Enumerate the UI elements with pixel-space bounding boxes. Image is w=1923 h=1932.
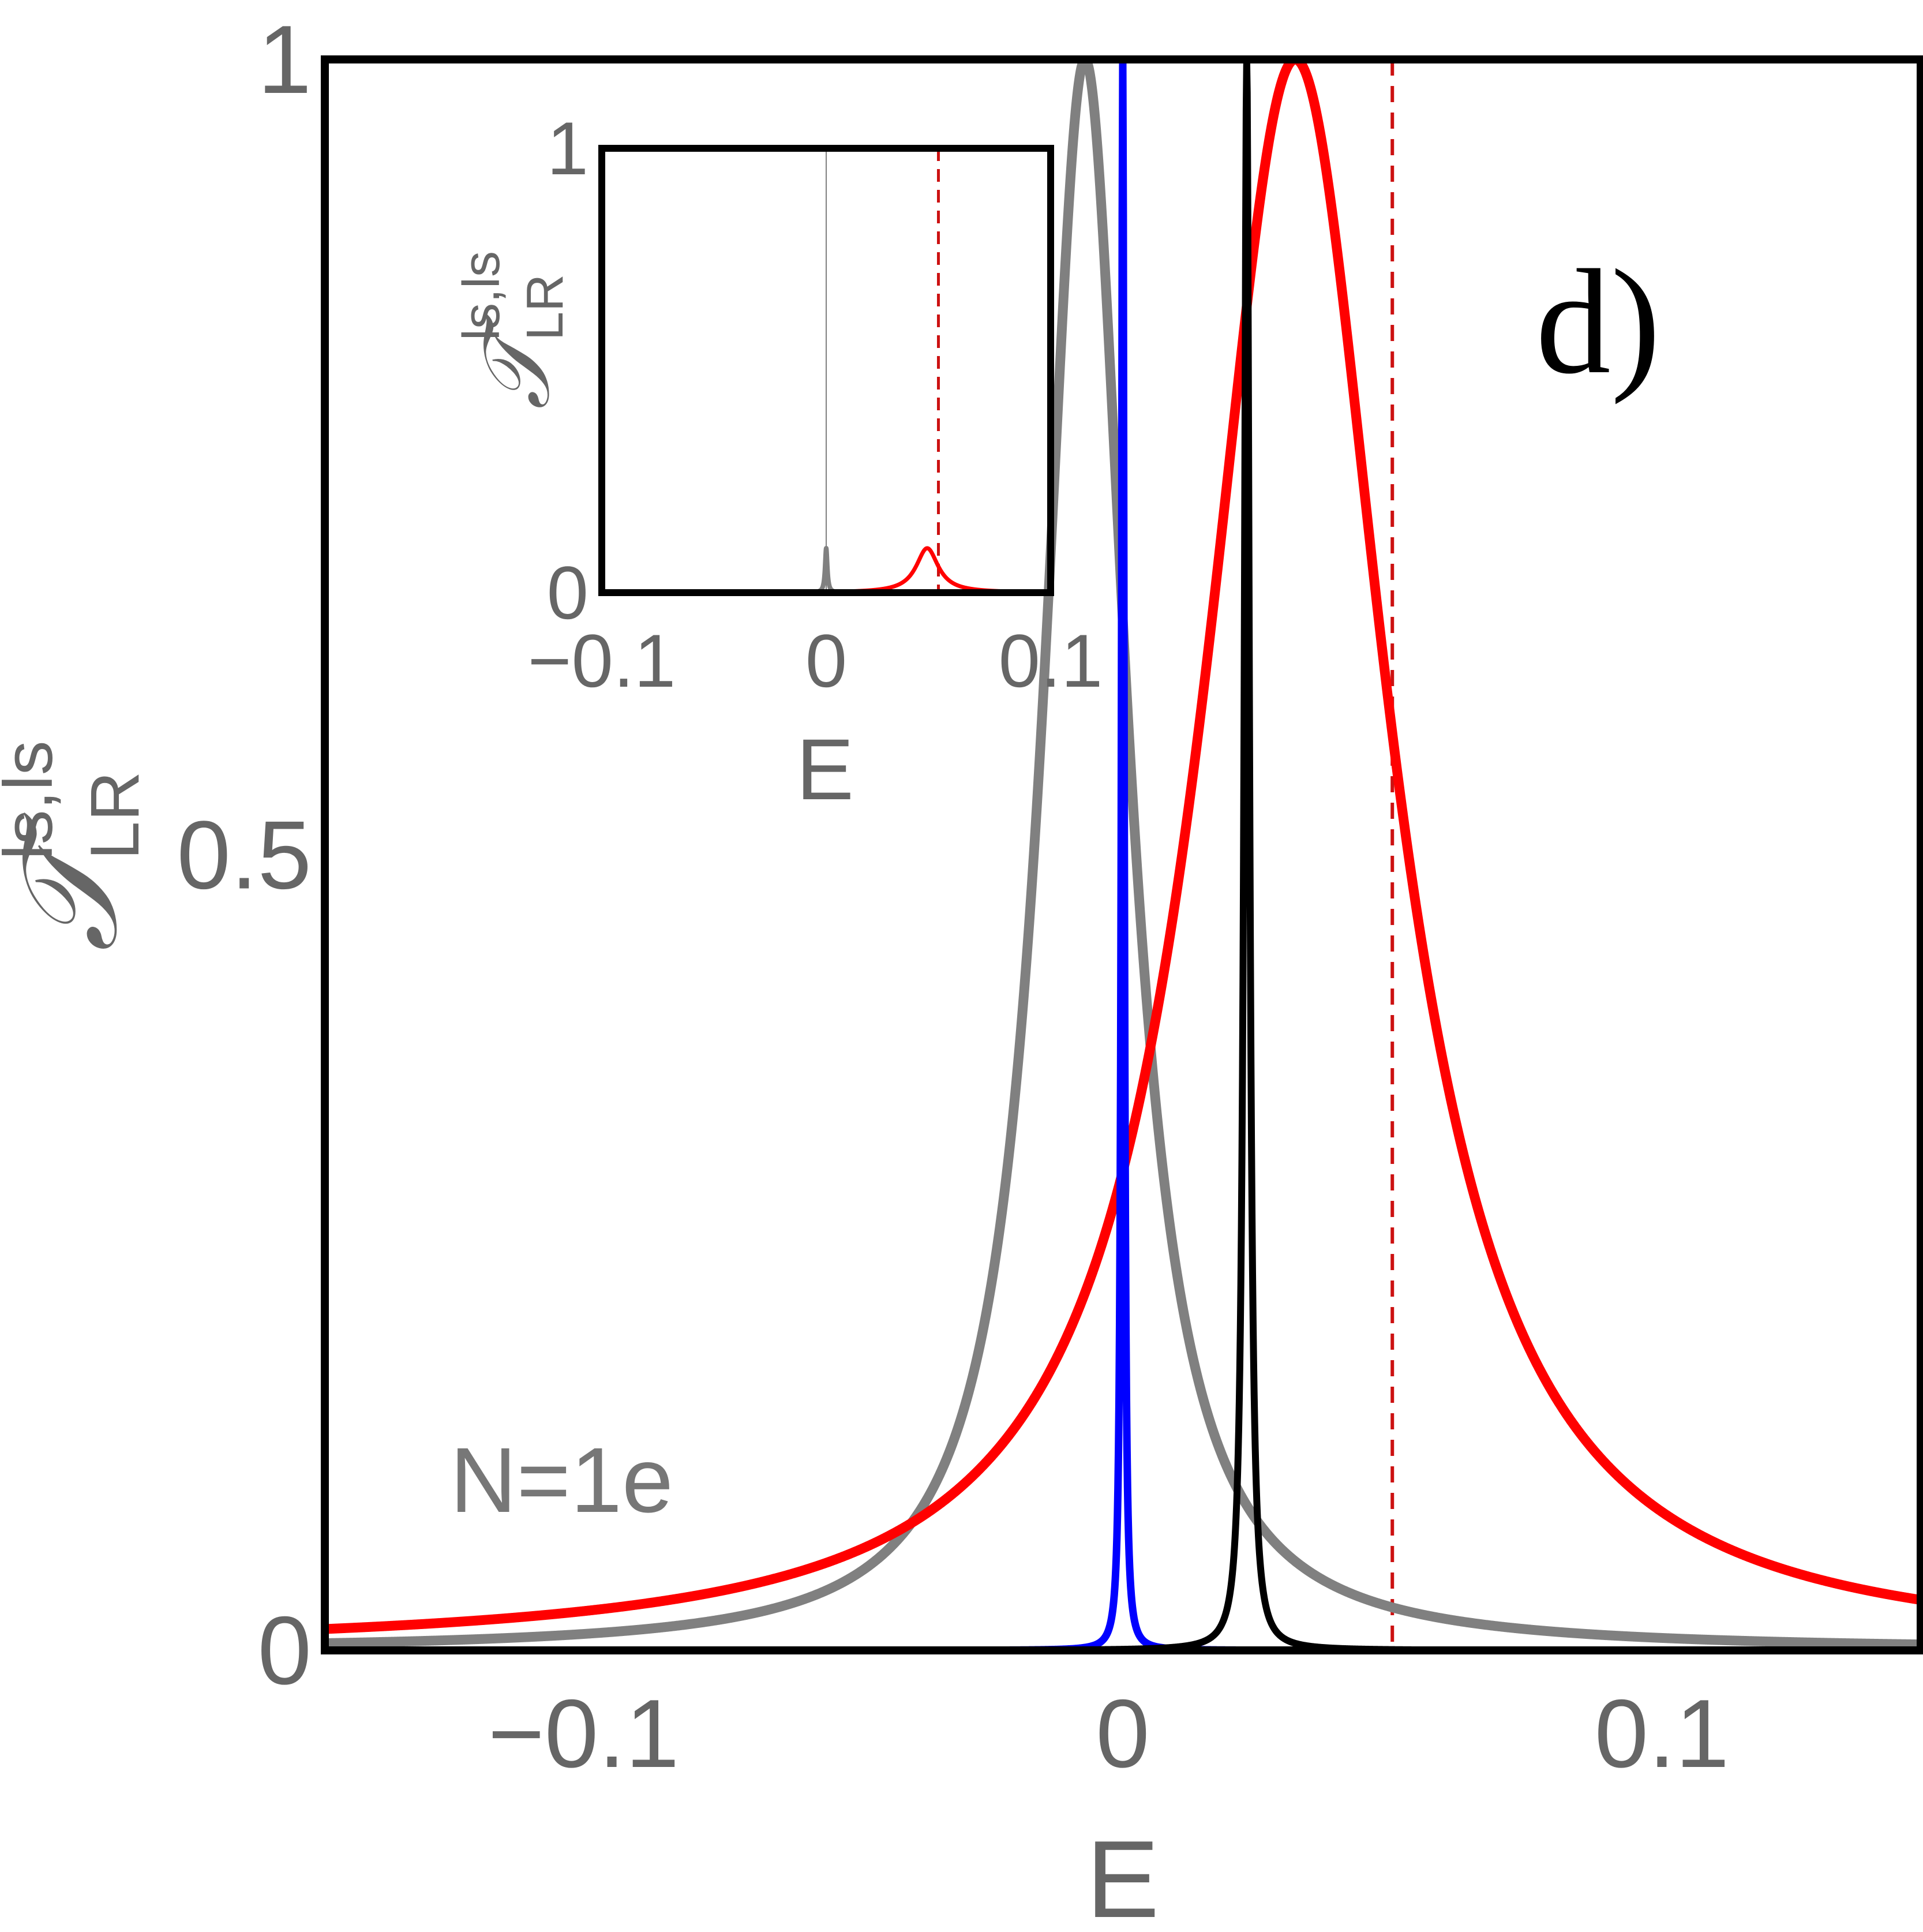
inset-y-axis-label: 𝒯 ls,ls LR [453,251,574,410]
inset-ytick-label: 0 [547,551,588,635]
inset-xtick-label: 0.1 [999,619,1103,703]
inset-y-axis-superscript: ls,ls [453,251,511,340]
main-plot: −0.1 0 0.1 0 0.5 1 E 𝒯 ls,ls LR d) N=1e [0,5,1923,1932]
inset-plot-frame [598,145,1054,596]
main-y-axis-superscript: ls,ls [0,740,67,860]
main-xtick-label: −0.1 [488,1679,680,1788]
main-ytick-label: 0.5 [177,801,312,909]
main-y-axis-subscript: LR [76,772,153,860]
inset-ytick-label: 1 [547,106,588,190]
inset-xtick-label: 0 [805,619,847,703]
main-xtick-label: 0 [1096,1679,1149,1788]
main-x-axis-label: E [1086,1818,1160,1932]
main-plot-frame [321,55,1923,1654]
main-ytick-label: 0 [258,1596,312,1705]
inset-x-axis-label: E [796,721,854,818]
main-ytick-label: 1 [258,5,312,114]
main-xtick-label: 0.1 [1595,1679,1730,1788]
main-y-axis-label: 𝒯 ls,ls LR [0,740,153,952]
annotation-n-electrons: N=1e [450,1428,673,1532]
panel-label: d) [1536,239,1661,405]
inset-xtick-label: −0.1 [528,619,676,703]
inset-plot: −0.1 0 0.1 0 1 E 𝒯 ls,ls LR [453,106,1103,818]
inset-y-axis-subscript: LR [516,274,574,340]
